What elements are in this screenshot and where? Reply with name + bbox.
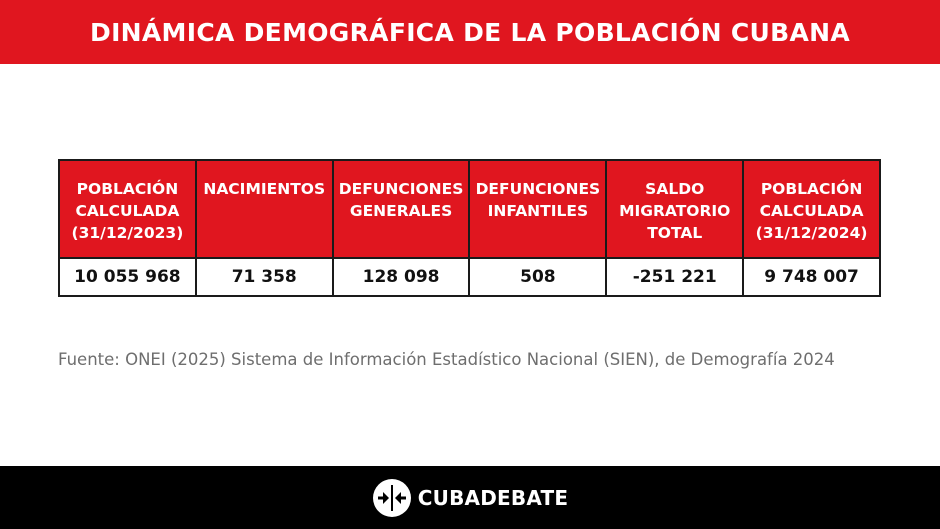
source-note: Fuente: ONEI (2025) Sistema de Informaci… bbox=[58, 350, 835, 369]
value-general-deaths: 128 098 bbox=[331, 257, 471, 297]
cubadebate-logo-icon bbox=[372, 478, 411, 517]
page-title: DINÁMICA DEMOGRÁFICA DE LA POBLACIÓN CUB… bbox=[90, 17, 850, 47]
header-general-deaths: DEFUNCIONES GENERALES bbox=[331, 159, 471, 259]
header-net-migration: SALDO MIGRATORIO TOTAL bbox=[605, 159, 745, 259]
title-bar: DINÁMICA DEMOGRÁFICA DE LA POBLACIÓN CUB… bbox=[0, 0, 940, 64]
value-population-2023: 10 055 968 bbox=[58, 257, 197, 297]
brand: CUBADEBATE bbox=[372, 478, 568, 518]
header-births: NACIMIENTOS bbox=[194, 159, 334, 259]
table-header-row: POBLACIÓN CALCULADA (31/12/2023) NACIMIE… bbox=[58, 159, 881, 259]
brand-name: CUBADEBATE bbox=[417, 485, 569, 510]
footer-bar: CUBADEBATE bbox=[0, 466, 940, 529]
value-infant-deaths: 508 bbox=[468, 257, 608, 297]
table-row: 10 055 968 71 358 128 098 508 -251 221 9… bbox=[58, 257, 881, 297]
header-infant-deaths: DEFUNCIONES INFANTILES bbox=[468, 159, 608, 259]
header-population-2023: POBLACIÓN CALCULADA (31/12/2023) bbox=[58, 159, 197, 259]
value-births: 71 358 bbox=[194, 257, 334, 297]
value-population-2024: 9 748 007 bbox=[742, 257, 881, 297]
header-population-2024: POBLACIÓN CALCULADA (31/12/2024) bbox=[742, 159, 881, 259]
demographics-table: POBLACIÓN CALCULADA (31/12/2023) NACIMIE… bbox=[58, 159, 881, 297]
value-net-migration: -251 221 bbox=[605, 257, 745, 297]
